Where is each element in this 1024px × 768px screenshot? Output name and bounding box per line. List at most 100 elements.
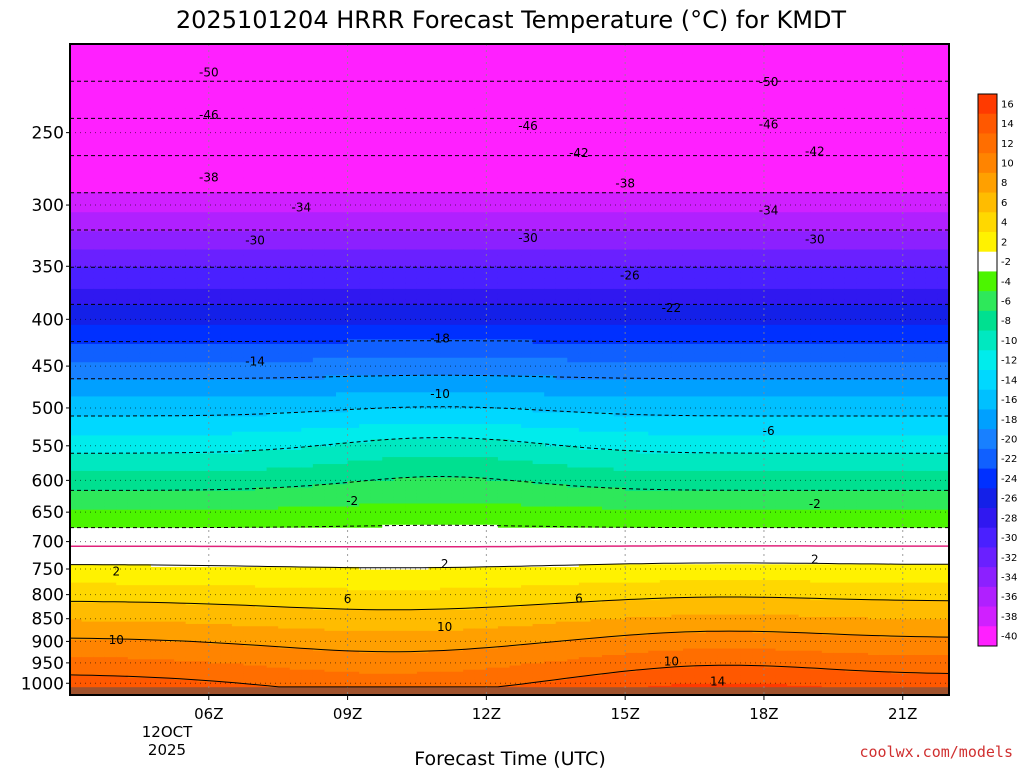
band-cell (336, 442, 349, 447)
band-cell (197, 509, 210, 513)
band-cell (405, 236, 418, 244)
band-cell (278, 566, 291, 570)
band-cell (255, 387, 268, 393)
band-cell (116, 140, 129, 149)
band-cell (81, 552, 94, 557)
band-cell (370, 477, 383, 481)
band-cell (312, 683, 326, 686)
band-cell (208, 191, 221, 199)
band-cell (243, 652, 256, 656)
band-cell (324, 411, 337, 417)
band-cell (324, 616, 337, 620)
band-cell (185, 148, 198, 157)
band-cell (393, 309, 407, 315)
band-cell (266, 490, 279, 494)
band-cell (231, 509, 245, 513)
band-cell (231, 403, 245, 409)
band-cell (405, 282, 418, 289)
band-cell (220, 630, 233, 634)
band-cell (93, 639, 106, 643)
band-cell (336, 568, 349, 573)
band-cell (70, 383, 83, 389)
band-cell (243, 677, 256, 680)
band-cell (197, 399, 210, 405)
band-cell (393, 370, 407, 376)
band-cell (197, 148, 210, 157)
band-cell (139, 81, 152, 92)
band-cell (81, 304, 94, 310)
band-cell (255, 333, 268, 340)
band-cell (93, 452, 106, 458)
band-cell (289, 379, 302, 384)
band-cell (93, 184, 106, 193)
band-cell (370, 623, 383, 627)
band-cell (405, 466, 418, 471)
band-cell (243, 660, 256, 664)
band-cell (393, 177, 407, 186)
band-cell (139, 566, 152, 570)
band-cell (197, 579, 210, 583)
band-cell (174, 456, 187, 461)
band-cell (382, 132, 395, 142)
band-cell (104, 609, 117, 613)
band-cell (382, 515, 395, 519)
band-cell (243, 627, 256, 631)
band-cell (336, 319, 349, 325)
band-cell (336, 658, 349, 662)
band-cell (312, 333, 326, 340)
band-cell (174, 679, 187, 682)
band-cell (266, 654, 279, 658)
band-cell (81, 496, 94, 501)
band-cell (127, 669, 140, 672)
band-cell (324, 555, 337, 559)
band-cell (382, 560, 395, 565)
band-cell (162, 361, 175, 367)
band-cell (185, 594, 198, 598)
band-cell (301, 571, 314, 575)
band-cell (266, 671, 279, 674)
band-cell (347, 140, 360, 149)
band-cell (220, 664, 233, 668)
band-cell (243, 623, 256, 627)
band-cell (289, 366, 302, 372)
band-cell (185, 473, 198, 478)
band-cell (231, 502, 245, 507)
band-cell (231, 248, 245, 256)
band-cell (382, 611, 395, 615)
band-cell (312, 483, 326, 488)
band-cell (81, 641, 94, 645)
band-cell (312, 621, 326, 624)
band-cell (370, 681, 383, 684)
band-cell (104, 480, 117, 485)
band-cell (266, 587, 279, 591)
band-cell (197, 304, 210, 310)
band-cell (255, 319, 268, 325)
band-cell (220, 329, 233, 335)
band-cell (139, 370, 152, 376)
band-cell (393, 116, 407, 126)
band-cell (382, 198, 395, 206)
band-cell (116, 502, 129, 507)
band-cell (208, 324, 221, 330)
band-cell (266, 597, 279, 601)
band-cell (359, 205, 372, 213)
band-cell (104, 218, 117, 226)
band-cell (127, 449, 140, 454)
band-cell (104, 592, 117, 596)
band-cell (185, 319, 198, 325)
band-cell (243, 509, 256, 513)
band-cell (208, 445, 221, 450)
band-cell (243, 348, 256, 354)
band-cell (197, 499, 210, 504)
band-cell (278, 459, 291, 465)
band-cell (174, 552, 187, 557)
band-cell (359, 211, 372, 219)
band-cell (70, 560, 83, 565)
band-cell (162, 512, 175, 516)
band-cell (347, 618, 360, 622)
band-cell (382, 352, 395, 358)
band-cell (301, 266, 314, 273)
band-cell (266, 407, 279, 413)
band-cell (116, 374, 129, 380)
band-cell (347, 486, 360, 491)
